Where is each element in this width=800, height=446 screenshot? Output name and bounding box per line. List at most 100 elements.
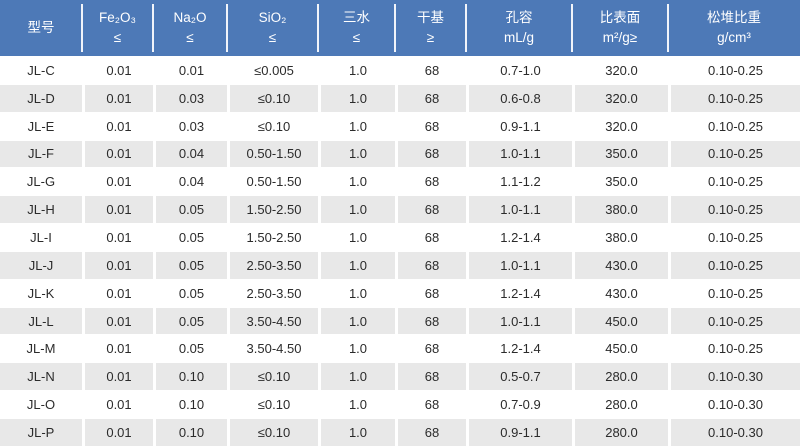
cell-pore-volume: 1.2-1.4 (466, 334, 572, 363)
column-header-dry-basis: 干基 ≥ (394, 0, 466, 56)
cell-sio2: ≤0.10 (227, 111, 318, 140)
cell-fe2o3: 0.01 (82, 306, 153, 335)
cell-model: JL-F (0, 139, 82, 168)
cell-fe2o3: 0.01 (82, 56, 153, 84)
cell-surface-area: 430.0 (572, 250, 668, 279)
table-header-row: 型号 Fe₂O₃ ≤ Na₂O ≤ SiO₂ ≤ 三水 ≤ 干基 ≥ 孔容 mL/g 比表面 m²/g≥ 松堆… (0, 0, 800, 56)
cell-fe2o3: 0.01 (82, 195, 153, 224)
cell-dry-basis: 68 (395, 278, 466, 307)
cell-bulk-density: 0.10-0.30 (668, 390, 800, 418)
table-row-jl-k: JL-K 0.01 0.05 2.50-3.50 1.0 68 1.2-1.4 430.0 0.… (0, 278, 800, 307)
column-header-surface-area-line: m²/g≥ (602, 30, 638, 45)
table-body: JL-C 0.01 0.01 ≤0.005 1.0 68 0.7-1.0 320.0 0.10-… (0, 56, 800, 446)
column-header-fe2o3-line: ≤ (113, 30, 122, 45)
cell-fe2o3: 0.01 (82, 250, 153, 279)
cell-model: JL-L (0, 306, 82, 335)
column-header-model: 型号 (0, 0, 82, 56)
cell-dry-basis: 68 (395, 111, 466, 140)
cell-pore-volume: 0.6-0.8 (466, 83, 572, 112)
cell-sio2: 3.50-4.50 (227, 306, 318, 335)
cell-pore-volume: 1.0-1.1 (466, 195, 572, 224)
cell-fe2o3: 0.01 (82, 139, 153, 168)
cell-bulk-density: 0.10-0.25 (668, 83, 800, 112)
table-row-jl-j: JL-J 0.01 0.05 2.50-3.50 1.0 68 1.0-1.1 430.0 0.… (0, 250, 800, 279)
cell-surface-area: 320.0 (572, 111, 668, 140)
cell-sio2: 2.50-3.50 (227, 278, 318, 307)
cell-sio2: 2.50-3.50 (227, 250, 318, 279)
cell-trihydrate: 1.0 (318, 139, 395, 168)
cell-pore-volume: 0.9-1.1 (466, 111, 572, 140)
column-header-surface-area-line: 比表面 (599, 10, 641, 26)
table-row-jl-o: JL-O 0.01 0.10 ≤0.10 1.0 68 0.7-0.9 280.0 0.10-0… (0, 390, 800, 418)
cell-dry-basis: 68 (395, 250, 466, 279)
table-row-jl-f: JL-F 0.01 0.04 0.50-1.50 1.0 68 1.0-1.1 350.0 0.… (0, 139, 800, 168)
cell-pore-volume: 1.2-1.4 (466, 278, 572, 307)
cell-bulk-density: 0.10-0.30 (668, 417, 800, 446)
table-row-jl-e: JL-E 0.01 0.03 ≤0.10 1.0 68 0.9-1.1 320.0 0.10-0… (0, 111, 800, 140)
cell-bulk-density: 0.10-0.25 (668, 139, 800, 168)
table-row-jl-p: JL-P 0.01 0.10 ≤0.10 1.0 68 0.9-1.1 280.0 0.10-0… (0, 417, 800, 446)
cell-surface-area: 430.0 (572, 278, 668, 307)
column-header-pore-volume-line: 孔容 (505, 10, 533, 26)
cell-na2o: 0.10 (153, 417, 227, 446)
cell-surface-area: 320.0 (572, 56, 668, 84)
cell-surface-area: 280.0 (572, 390, 668, 418)
cell-bulk-density: 0.10-0.25 (668, 334, 800, 363)
cell-sio2: 3.50-4.50 (227, 334, 318, 363)
cell-sio2: 0.50-1.50 (227, 167, 318, 196)
cell-sio2: ≤0.10 (227, 390, 318, 418)
cell-model: JL-C (0, 56, 82, 84)
cell-surface-area: 350.0 (572, 139, 668, 168)
cell-pore-volume: 1.0-1.1 (466, 250, 572, 279)
cell-bulk-density: 0.10-0.25 (668, 195, 800, 224)
column-header-model-line: 型号 (27, 20, 55, 36)
column-header-trihydrate-line: ≤ (352, 30, 361, 45)
cell-fe2o3: 0.01 (82, 417, 153, 446)
cell-pore-volume: 1.1-1.2 (466, 167, 572, 196)
cell-dry-basis: 68 (395, 390, 466, 418)
cell-fe2o3: 0.01 (82, 111, 153, 140)
column-header-sio2: SiO₂ ≤ (226, 0, 318, 56)
cell-pore-volume: 1.0-1.1 (466, 139, 572, 168)
cell-model: JL-I (0, 223, 82, 251)
cell-fe2o3: 0.01 (82, 278, 153, 307)
cell-na2o: 0.05 (153, 250, 227, 279)
table-row-jl-l: JL-L 0.01 0.05 3.50-4.50 1.0 68 1.0-1.1 450.0 0.… (0, 306, 800, 335)
table-row-jl-g: JL-G 0.01 0.04 0.50-1.50 1.0 68 1.1-1.2 350.0 0.… (0, 167, 800, 196)
cell-pore-volume: 0.7-1.0 (466, 56, 572, 84)
cell-pore-volume: 1.0-1.1 (466, 306, 572, 335)
table-row-jl-h: JL-H 0.01 0.05 1.50-2.50 1.0 68 1.0-1.1 380.0 0.… (0, 195, 800, 224)
cell-na2o: 0.05 (153, 278, 227, 307)
cell-dry-basis: 68 (395, 195, 466, 224)
cell-sio2: 1.50-2.50 (227, 223, 318, 251)
column-header-bulk-density: 松堆比重 g/cm³ (667, 0, 800, 56)
cell-fe2o3: 0.01 (82, 167, 153, 196)
table-row-jl-n: JL-N 0.01 0.10 ≤0.10 1.0 68 0.5-0.7 280.0 0.10-0… (0, 362, 800, 391)
cell-fe2o3: 0.01 (82, 334, 153, 363)
cell-trihydrate: 1.0 (318, 362, 395, 391)
cell-sio2: ≤0.10 (227, 362, 318, 391)
cell-fe2o3: 0.01 (82, 390, 153, 418)
cell-model: JL-J (0, 250, 82, 279)
cell-bulk-density: 0.10-0.25 (668, 278, 800, 307)
cell-trihydrate: 1.0 (318, 417, 395, 446)
column-header-sio2-line: ≤ (268, 30, 277, 45)
cell-sio2: ≤0.10 (227, 417, 318, 446)
column-header-surface-area: 比表面 m²/g≥ (571, 0, 668, 56)
cell-model: JL-K (0, 278, 82, 307)
column-header-pore-volume-line: mL/g (503, 30, 534, 45)
table-row-jl-d: JL-D 0.01 0.03 ≤0.10 1.0 68 0.6-0.8 320.0 0.10-0… (0, 83, 800, 112)
cell-surface-area: 380.0 (572, 195, 668, 224)
cell-na2o: 0.05 (153, 195, 227, 224)
cell-sio2: 1.50-2.50 (227, 195, 318, 224)
cell-na2o: 0.01 (153, 56, 227, 84)
column-header-bulk-density-line: g/cm³ (717, 30, 751, 45)
table-row-jl-i: JL-I 0.01 0.05 1.50-2.50 1.0 68 1.2-1.4 380.0 0.… (0, 223, 800, 251)
cell-surface-area: 320.0 (572, 83, 668, 112)
cell-model: JL-M (0, 334, 82, 363)
cell-trihydrate: 1.0 (318, 306, 395, 335)
cell-surface-area: 350.0 (572, 167, 668, 196)
cell-sio2: ≤0.005 (227, 56, 318, 84)
column-header-fe2o3: Fe₂O₃ ≤ (81, 0, 153, 56)
